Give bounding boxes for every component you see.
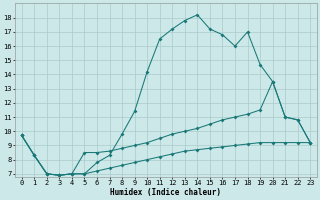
X-axis label: Humidex (Indice chaleur): Humidex (Indice chaleur) bbox=[110, 188, 221, 197]
